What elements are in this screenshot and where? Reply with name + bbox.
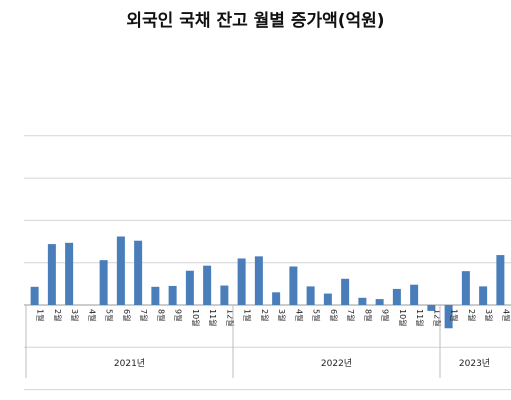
bar-2022년-5	[306, 286, 315, 305]
month-label: 5월	[312, 309, 322, 321]
bar-2022년-12	[427, 305, 436, 311]
month-label: 3월	[484, 309, 494, 321]
bar-2022년-8	[358, 297, 367, 305]
month-label: 8월	[363, 309, 373, 321]
month-label: 10월	[191, 309, 201, 327]
bar-2021년-6	[116, 236, 125, 305]
month-label: 11월	[208, 309, 218, 327]
bar-2021년-10	[185, 270, 194, 305]
bar-2021년-12	[220, 285, 229, 305]
bar-2023년-1	[444, 305, 453, 329]
month-label: 6월	[122, 309, 132, 321]
bar-2021년-2	[47, 244, 56, 305]
month-label: 2월	[467, 309, 477, 321]
month-label: 12월	[225, 309, 235, 327]
month-label: 3월	[70, 309, 80, 321]
bar-2022년-11	[410, 284, 419, 305]
month-label: 4월	[87, 309, 97, 321]
bar-2022년-4	[289, 266, 298, 305]
bar-2022년-1	[237, 258, 246, 305]
year-label: 2023년	[459, 358, 490, 369]
month-label: 1월	[36, 309, 46, 321]
month-label: 4월	[501, 309, 511, 321]
bar-2021년-9	[168, 285, 177, 305]
bar-2023년-4	[496, 255, 505, 305]
bar-2023년-3	[479, 286, 488, 305]
bar-2022년-2	[254, 256, 263, 305]
bar-2021년-3	[65, 242, 74, 305]
bar-2022년-10	[392, 288, 401, 305]
month-label: 9월	[174, 309, 184, 321]
bar-2023년-2	[461, 271, 470, 305]
month-label: 2월	[53, 309, 63, 321]
month-label: 9월	[381, 309, 391, 321]
month-label: 7월	[139, 309, 149, 321]
bar-2021년-1	[30, 286, 39, 305]
bar-2021년-8	[151, 286, 160, 305]
year-label: 2021년	[114, 358, 145, 369]
month-label: 1월	[243, 309, 253, 321]
bar-2022년-9	[375, 299, 384, 305]
month-label: 11월	[415, 309, 425, 327]
bar-2022년-3	[272, 292, 281, 305]
bar-2021년-11	[203, 265, 212, 305]
month-label: 5월	[105, 309, 115, 321]
chart-title: 외국인 국채 잔고 월별 증가액(억원)	[126, 11, 385, 31]
bar-2022년-7	[341, 278, 350, 305]
bar-2022년-6	[323, 293, 332, 305]
month-label: 3월	[277, 309, 287, 321]
month-label: 10월	[398, 309, 408, 327]
bar-2021년-5	[99, 260, 108, 305]
month-label: 2월	[260, 309, 270, 321]
month-label: 7월	[346, 309, 356, 321]
month-label: 6월	[329, 309, 339, 321]
year-label: 2022년	[321, 358, 352, 369]
month-label: 4월	[294, 309, 304, 321]
month-label: 1월	[450, 309, 460, 321]
month-label: 8월	[156, 309, 166, 321]
month-label: 12월	[432, 309, 442, 327]
bar-2021년-7	[134, 240, 143, 305]
